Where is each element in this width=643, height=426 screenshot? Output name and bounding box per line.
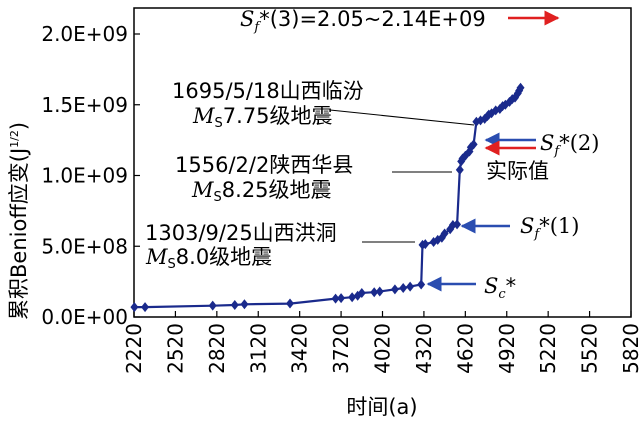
x-tick-label: 4320	[412, 323, 436, 374]
data-point	[417, 279, 426, 290]
data-point	[421, 239, 430, 250]
x-tick-label: 4920	[495, 323, 519, 374]
data-point	[370, 287, 379, 298]
x-axis: 2220 2520 2820 3120 3420 3720 4020 4320 4620 4920…	[122, 311, 643, 374]
data-point	[390, 284, 399, 295]
data-point	[286, 298, 295, 309]
event3-line1: 1303/9/25山西洪洞	[145, 221, 337, 245]
data-point	[337, 293, 346, 304]
data-point	[130, 302, 139, 313]
data-point	[141, 302, 150, 313]
actual-value-label: 实际值	[486, 159, 549, 183]
y-tick-label: 5.0E+08	[41, 234, 128, 258]
event3-S: S	[168, 257, 176, 272]
sf2-annotation: Sf*(2)	[540, 131, 599, 159]
data-series	[130, 82, 525, 313]
y-tick-label: 0.0E+00	[41, 305, 128, 329]
data-point	[240, 299, 249, 310]
y-axis-label: 累积Benioff应变(J1/2)	[7, 122, 31, 320]
x-tick-label: 4620	[453, 323, 477, 374]
event2-M: M	[191, 178, 214, 202]
data-point	[406, 281, 415, 292]
data-point	[440, 228, 449, 239]
event2-S: S	[214, 190, 222, 205]
sc-S: S	[484, 274, 498, 298]
data-point	[208, 300, 217, 311]
sc-c: c	[498, 287, 506, 302]
y-axis-label-close: )	[7, 122, 31, 130]
event1-rest: 7.75级地震	[223, 104, 333, 128]
event3-rest: 8.0级地震	[176, 245, 272, 269]
event3-line2: MS8.0级地震	[145, 245, 272, 272]
y-tick-label: 1.0E+09	[41, 164, 128, 188]
x-tick-label: 3420	[288, 323, 312, 374]
data-point	[453, 219, 462, 230]
x-tick-label: 4020	[371, 323, 395, 374]
x-tick-label: 5520	[578, 323, 602, 374]
x-tick-label: 2520	[163, 323, 187, 374]
sf2-S: S	[540, 131, 554, 155]
event1-S: S	[215, 116, 223, 131]
x-tick-label: 5820	[619, 323, 643, 374]
y-axis-label-main: 累积Benioff应变(J	[7, 148, 31, 320]
event1-M: M	[192, 104, 215, 128]
sf3-f: f	[253, 20, 261, 35]
x-tick-label: 5220	[536, 323, 560, 374]
sf1-rest: *(1)	[539, 214, 579, 238]
sf1-annotation: Sf*(1)	[520, 214, 579, 242]
sf1-S: S	[520, 214, 534, 238]
data-point	[348, 292, 357, 303]
data-point	[375, 286, 384, 297]
y-axis-label-sup: 1/2	[8, 130, 21, 148]
sc-rest: *	[506, 274, 517, 298]
data-point	[331, 293, 340, 304]
sf2-f: f	[553, 144, 561, 159]
x-axis-label: 时间(a)	[346, 395, 417, 419]
x-tick-label: 3120	[246, 323, 270, 374]
event2-line1: 1556/2/2陕西华县	[175, 153, 353, 177]
x-tick-label: 2820	[205, 323, 229, 374]
sf3-S: S	[240, 7, 254, 31]
event3-M: M	[145, 245, 168, 269]
data-point	[455, 164, 464, 175]
data-point	[469, 139, 478, 150]
y-axis: 0.0E+00 5.0E+08 1.0E+09 1.5E+09 2.0E+09	[41, 22, 140, 329]
x-tick-label: 2220	[122, 323, 146, 374]
event1-leader	[329, 109, 475, 126]
sf3-annotation: Sf*(3)=2.05~2.14E+09	[240, 7, 486, 35]
event1-line1: 1695/5/18山西临汾	[172, 79, 364, 103]
y-tick-label: 1.5E+09	[41, 93, 128, 117]
data-point	[357, 287, 366, 298]
sf1-f: f	[533, 227, 541, 242]
data-point	[516, 82, 525, 93]
y-tick-label: 2.0E+09	[41, 22, 128, 46]
data-point	[230, 299, 239, 310]
event1-line2: MS7.75级地震	[192, 104, 333, 131]
sf2-rest: *(2)	[559, 131, 599, 155]
x-tick-label: 3720	[329, 323, 353, 374]
event2-rest: 8.25级地震	[222, 178, 332, 202]
sf3-rest: *(3)=2.05~2.14E+09	[259, 7, 486, 31]
sc-annotation: Sc*	[484, 274, 516, 302]
data-point	[399, 282, 408, 293]
event2-line2: MS8.25级地震	[191, 178, 332, 205]
